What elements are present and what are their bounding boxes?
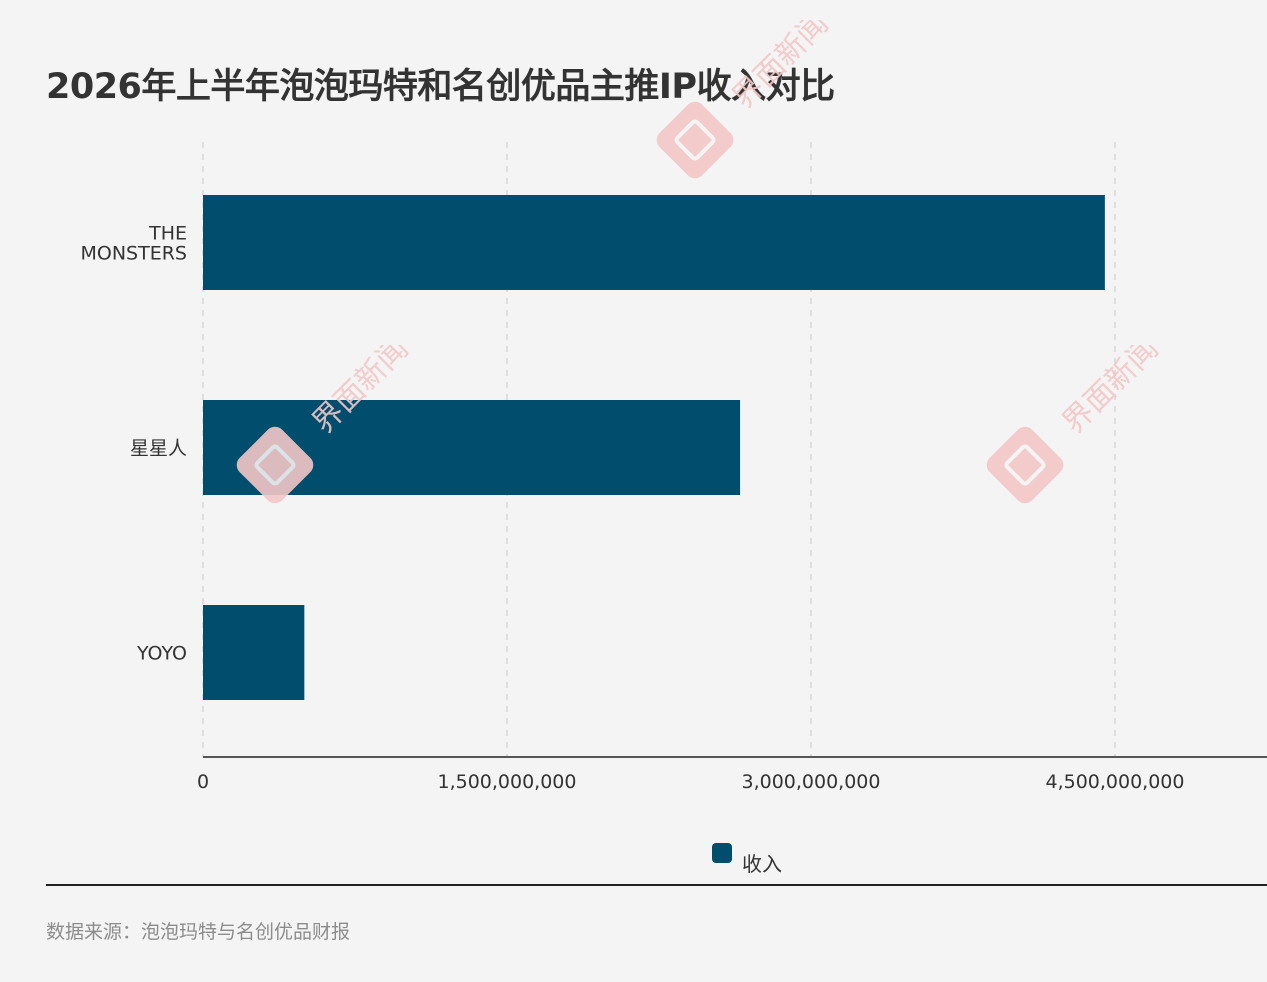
x-tick-label: 1,500,000,000: [437, 771, 576, 793]
bar: [203, 605, 305, 700]
bar: [203, 400, 741, 495]
y-category-label: THE MONSTERS: [81, 223, 188, 265]
y-category-label: YOYO: [136, 643, 187, 665]
legend-swatch: [712, 842, 732, 863]
y-category-label: 星星人: [130, 438, 187, 460]
chart-title: 2026年上半年泡泡玛特和名创优品主推IP收入对比: [46, 67, 835, 107]
source-note: 数据来源：泡泡玛特与名创优品财报: [46, 921, 351, 943]
legend: 收入: [712, 838, 782, 876]
x-tick-label: 0: [197, 771, 209, 793]
x-tick-label: 3,000,000,000: [741, 771, 880, 793]
x-tick-label: 4,500,000,000: [1045, 771, 1184, 793]
legend-label-revenue: 收入: [742, 852, 782, 876]
bar: [203, 195, 1105, 290]
footer-divider: [46, 884, 1267, 886]
bar-chart: THE MONSTERS 星星人 YOYO 0 1,500,000,000 3,000,0…: [81, 142, 1267, 793]
